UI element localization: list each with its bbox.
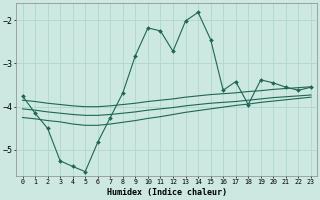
X-axis label: Humidex (Indice chaleur): Humidex (Indice chaleur) bbox=[107, 188, 227, 197]
